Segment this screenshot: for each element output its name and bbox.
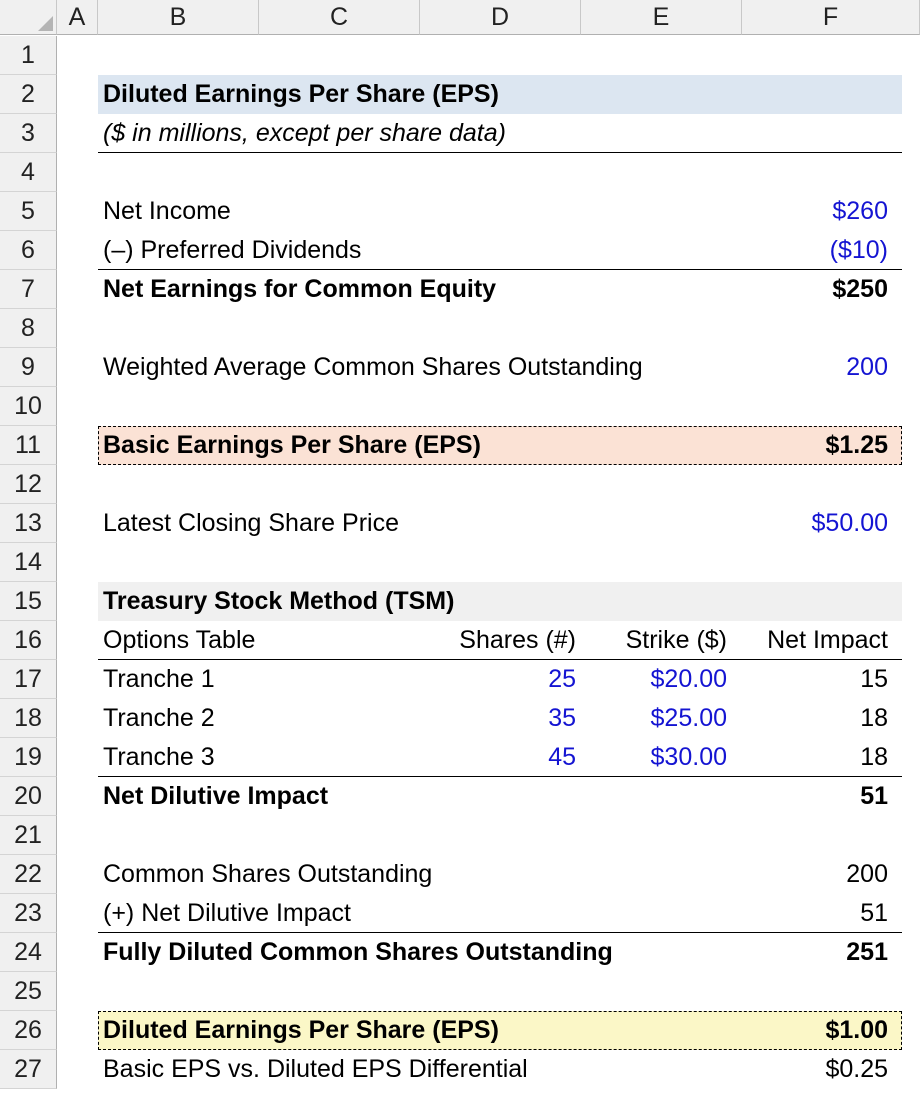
row-header-11[interactable]: 11 [0,426,57,465]
row-header-23[interactable]: 23 [0,894,57,933]
row-header-17[interactable]: 17 [0,660,57,699]
column-header-c[interactable]: C [259,0,420,35]
row-header-27[interactable]: 27 [0,1050,57,1089]
net-dilutive-value[interactable]: 51 [860,782,888,810]
row-header-10[interactable]: 10 [0,387,57,426]
row-header-20[interactable]: 20 [0,777,57,816]
common-shares-label[interactable]: Common Shares Outstanding [103,860,433,888]
select-all-corner[interactable] [0,0,57,35]
closing-price-value[interactable]: $50.00 [811,509,888,537]
row-header-26[interactable]: 26 [0,1011,57,1050]
tranche-impact[interactable]: 18 [860,704,888,732]
differential-value[interactable]: $0.25 [825,1055,888,1083]
row-header-8[interactable]: 8 [0,309,57,348]
net-earnings-common-value[interactable]: $250 [832,275,888,303]
closing-price-label[interactable]: Latest Closing Share Price [103,509,399,537]
basic-eps-label[interactable]: Basic Earnings Per Share (EPS) [103,431,481,459]
select-all-triangle-icon [38,16,53,31]
tranche-shares[interactable]: 35 [548,704,576,732]
diluted-eps-label[interactable]: Diluted Earnings Per Share (EPS) [103,1016,499,1044]
row-header-5[interactable]: 5 [0,192,57,231]
row-header-6[interactable]: 6 [0,231,57,270]
differential-label[interactable]: Basic EPS vs. Diluted EPS Differential [103,1055,528,1083]
weighted-avg-shares-label[interactable]: Weighted Average Common Shares Outstandi… [103,353,643,381]
row-header-7[interactable]: 7 [0,270,57,309]
column-header-a[interactable]: A [57,0,98,35]
net-impact-header[interactable]: Net Impact [767,626,888,654]
title-band [98,75,902,114]
basic-eps-band [98,426,902,465]
row-header-15[interactable]: 15 [0,582,57,621]
tranche-impact[interactable]: 18 [860,743,888,771]
tranche-label[interactable]: Tranche 2 [103,704,215,732]
tranche-label[interactable]: Tranche 3 [103,743,215,771]
row-header-13[interactable]: 13 [0,504,57,543]
plus-dilutive-label[interactable]: (+) Net Dilutive Impact [103,899,351,927]
tranche-label[interactable]: Tranche 1 [103,665,215,693]
column-header-e[interactable]: E [581,0,742,35]
tranche-shares[interactable]: 25 [548,665,576,693]
row-header-18[interactable]: 18 [0,699,57,738]
column-header-f[interactable]: F [742,0,920,35]
title-cell[interactable]: Diluted Earnings Per Share (EPS) [103,80,499,108]
tranche-strike[interactable]: $30.00 [650,743,727,771]
row-header-4[interactable]: 4 [0,153,57,192]
tsm-band [98,582,902,621]
tranche-shares[interactable]: 45 [548,743,576,771]
fully-diluted-label[interactable]: Fully Diluted Common Shares Outstanding [103,938,613,966]
row-header-24[interactable]: 24 [0,933,57,972]
row-header-19[interactable]: 19 [0,738,57,777]
row-header-14[interactable]: 14 [0,543,57,582]
row-header-1[interactable]: 1 [0,36,57,75]
net-income-label[interactable]: Net Income [103,197,231,225]
fully-diluted-value[interactable]: 251 [846,938,888,966]
row-header-2[interactable]: 2 [0,75,57,114]
tranche-strike[interactable]: $25.00 [650,704,727,732]
preferred-dividends-value[interactable]: ($10) [829,236,888,264]
strike-header[interactable]: Strike ($) [625,626,727,654]
fully-diluted-topline [98,932,902,933]
net-earnings-topline [98,269,902,270]
row-header-25[interactable]: 25 [0,972,57,1011]
row-header-16[interactable]: 16 [0,621,57,660]
plus-dilutive-value[interactable]: 51 [860,899,888,927]
row-header-22[interactable]: 22 [0,855,57,894]
tsm-title[interactable]: Treasury Stock Method (TSM) [103,587,455,615]
net-dilutive-label[interactable]: Net Dilutive Impact [103,782,329,810]
row-header-12[interactable]: 12 [0,465,57,504]
net-dilutive-topline [98,776,902,777]
column-header-d[interactable]: D [420,0,581,35]
diluted-eps-value[interactable]: $1.00 [825,1016,888,1044]
options-table-header[interactable]: Options Table [103,626,256,654]
net-earnings-common-label[interactable]: Net Earnings for Common Equity [103,275,497,303]
column-header-b[interactable]: B [98,0,259,35]
row-header-9[interactable]: 9 [0,348,57,387]
diluted-eps-band [98,1011,902,1050]
preferred-dividends-label[interactable]: (–) Preferred Dividends [103,236,362,264]
common-shares-value[interactable]: 200 [846,860,888,888]
weighted-avg-shares-value[interactable]: 200 [846,353,888,381]
row-header-3[interactable]: 3 [0,114,57,153]
row-header-21[interactable]: 21 [0,816,57,855]
tranche-strike[interactable]: $20.00 [650,665,727,693]
tranche-impact[interactable]: 15 [860,665,888,693]
net-income-value[interactable]: $260 [832,197,888,225]
subtitle-underline [98,152,902,153]
subtitle-cell[interactable]: ($ in millions, except per share data) [103,119,506,147]
basic-eps-value[interactable]: $1.25 [825,431,888,459]
options-header-underline [98,659,902,660]
shares-header[interactable]: Shares (#) [459,626,576,654]
